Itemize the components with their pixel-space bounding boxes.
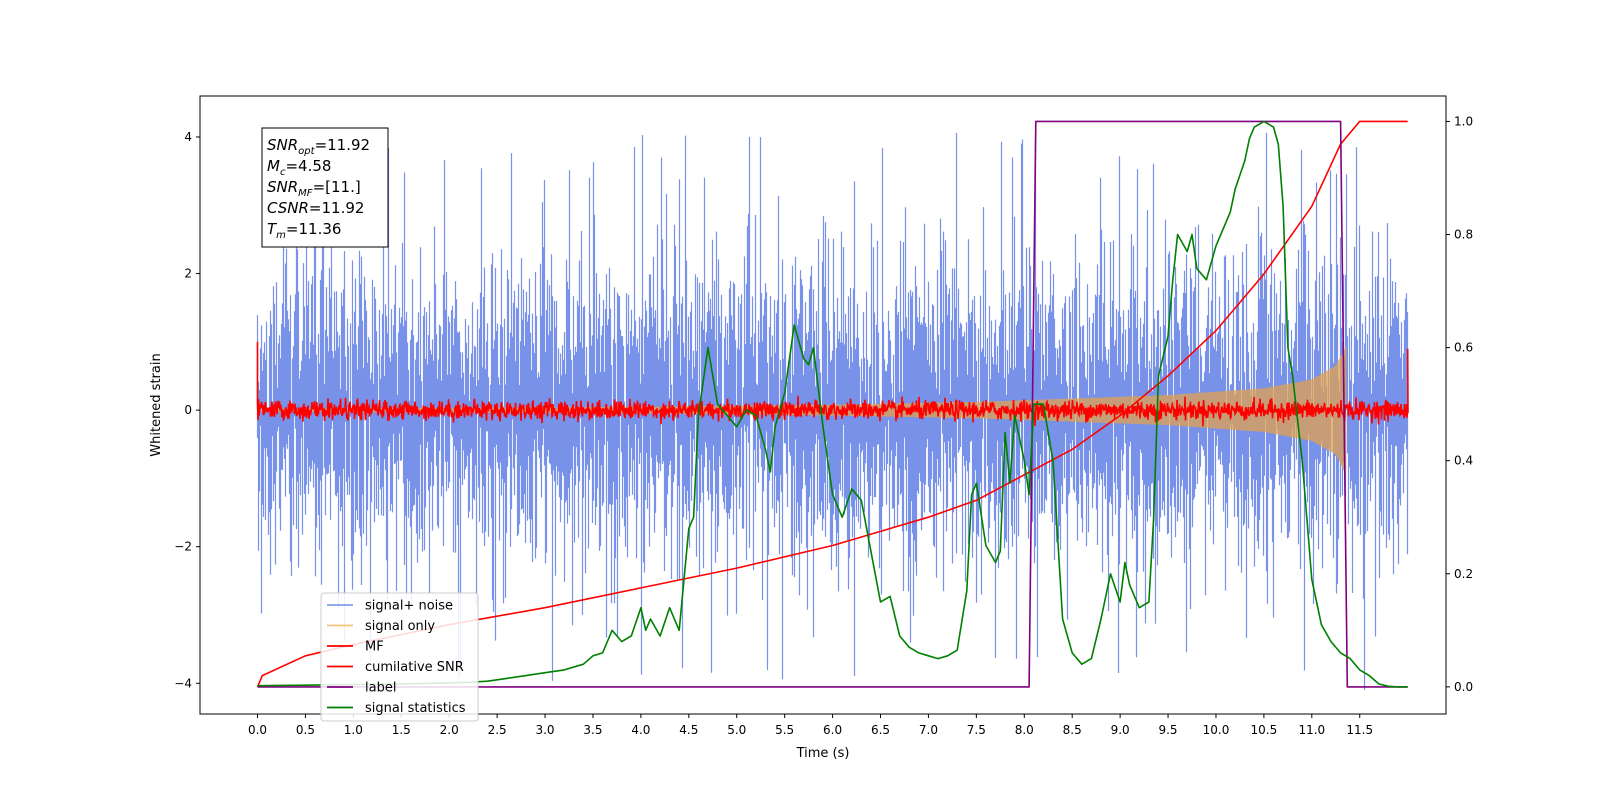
x-tick-label: 5.0 (727, 723, 746, 737)
y-tick-label: 2 (184, 267, 192, 281)
annotation-line: SNRopt=11.92 (267, 136, 370, 157)
annotation-frame (261, 127, 389, 248)
annotation-line: SNRMF=[11.] (267, 178, 361, 199)
y-axis-label: Whitened strain (149, 353, 164, 456)
legend-item-signal-only: signal only (327, 619, 435, 634)
legend-label: cumilative SNR (365, 660, 464, 675)
legend-label: MF (365, 640, 384, 655)
legend-item-signal-noise: signal+ noise (327, 599, 453, 614)
x-tick-label: 3.0 (535, 723, 554, 737)
x-tick-label: 3.5 (583, 723, 602, 737)
y-axis-left: −4 −2 0 2 4 (174, 130, 200, 690)
y-axis-right: 0.0 0.2 0.4 0.6 0.8 1.0 (1446, 114, 1473, 694)
x-tick-label: 1.0 (344, 723, 363, 737)
x-tick-label: 10.5 (1251, 723, 1278, 737)
x-axis: 0.0 0.5 1.0 1.5 2.0 2.5 3.0 3.5 4.0 4.5 5.0 5.5 6.0 6… (248, 714, 1373, 737)
legend-item-signal-statistics: signal statistics (327, 701, 466, 716)
series-mf (256, 341, 1409, 427)
x-tick-label: 8.5 (1063, 723, 1082, 737)
plot-frame (199, 95, 1447, 715)
x-tick-label: 9.0 (1111, 723, 1130, 737)
legend-label: label (365, 681, 396, 696)
x-tick-label: 2.5 (488, 723, 507, 737)
legend-frame (320, 592, 479, 722)
x-tick-label: 8.0 (1015, 723, 1034, 737)
series-signal-statistics (257, 120, 1408, 688)
x-tick-label: 0.0 (248, 723, 267, 737)
series-label (257, 120, 1408, 688)
y2-tick-label: 0.0 (1454, 680, 1473, 694)
legend-label: signal statistics (365, 701, 466, 716)
y2-tick-label: 1.0 (1454, 114, 1473, 128)
x-tick-label: 10.0 (1203, 723, 1230, 737)
x-tick-label: 11.0 (1298, 723, 1325, 737)
x-tick-label: 7.0 (919, 723, 938, 737)
annotation-line: Mc=4.58 (267, 157, 331, 178)
x-tick-label: 6.5 (871, 723, 890, 737)
y-tick-label: 4 (184, 130, 192, 144)
x-tick-label: 1.5 (392, 723, 411, 737)
x-tick-label: 2.0 (440, 723, 459, 737)
y-tick-label: 0 (184, 403, 192, 417)
series-layer (256, 120, 1409, 690)
y2-tick-label: 0.4 (1454, 454, 1473, 468)
x-tick-label: 9.5 (1158, 723, 1177, 737)
x-tick-label: 6.0 (823, 723, 842, 737)
legend-label: signal only (365, 619, 435, 634)
series-signal-statistics-line (257, 120, 1408, 688)
x-tick-label: 4.0 (631, 723, 650, 737)
x-tick-label: 5.5 (775, 723, 794, 737)
x-tick-label: 0.5 (296, 723, 315, 737)
y2-tick-label: 0.8 (1454, 228, 1473, 242)
x-tick-label: 4.5 (679, 723, 698, 737)
x-axis-label: Time (s) (796, 746, 850, 761)
legend: signal+ noise signal only MF cumilative SNR… (320, 592, 479, 722)
series-label-line (257, 120, 1408, 688)
legend-item-label: label (327, 681, 396, 696)
y-tick-label: −2 (174, 540, 192, 554)
x-tick-label: 11.5 (1346, 723, 1373, 737)
x-tick-label: 7.5 (967, 723, 986, 737)
y2-tick-label: 0.6 (1454, 341, 1473, 355)
annotation-line: Tm=11.36 (267, 220, 341, 241)
legend-item-mf: MF (327, 640, 384, 655)
series-mf-line (256, 341, 1409, 427)
y2-tick-label: 0.2 (1454, 567, 1473, 581)
annotation-line: CSNR=11.92 (267, 199, 364, 217)
stats-annotation-box: SNRopt=11.92Mc=4.58SNRMF=[11.]CSNR=11.92… (261, 127, 389, 248)
legend-label: signal+ noise (365, 599, 453, 614)
legend-item-cumilative-snr: cumilative SNR (327, 660, 464, 675)
y-tick-label: −4 (174, 676, 192, 690)
